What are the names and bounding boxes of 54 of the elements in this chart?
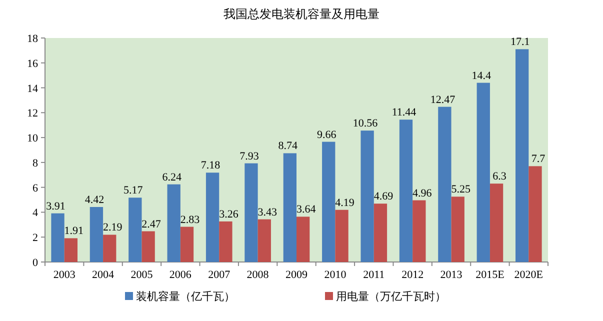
data-label: 2.83 — [180, 214, 200, 226]
x-tick-label: 2008 — [246, 269, 270, 281]
y-tick-label: 12 — [27, 108, 38, 120]
legend-label: 用电量（万亿千瓦时） — [336, 290, 446, 303]
x-tick-label: 2011 — [363, 269, 385, 281]
x-tick-label: 2020E — [514, 269, 544, 281]
data-label: 7.18 — [200, 160, 221, 172]
data-label: 4.96 — [412, 187, 432, 200]
data-label: 11.44 — [392, 106, 417, 119]
data-label: 3.43 — [258, 206, 278, 218]
x-tick-label: 2007 — [208, 269, 231, 281]
x-tick-label: 2006 — [169, 269, 192, 281]
data-label: 3.26 — [219, 208, 239, 220]
y-tick-label: 18 — [27, 33, 38, 45]
x-tick-label: 2003 — [53, 269, 76, 281]
legend-item: 装机容量（亿千瓦） — [125, 291, 235, 303]
legend-item: 用电量（万亿千瓦时） — [325, 291, 446, 303]
y-tick-label: 8 — [32, 157, 38, 170]
data-label: 14.4 — [472, 70, 492, 82]
data-label: 5.17 — [124, 184, 144, 197]
x-tick-label: 2004 — [92, 269, 115, 281]
data-label: 6.3 — [492, 170, 507, 183]
data-label: 7.93 — [240, 150, 260, 162]
y-tick-label: 6 — [32, 182, 38, 194]
x-tick-label: 2012 — [402, 269, 424, 281]
data-label: 10.56 — [352, 118, 378, 130]
data-label: 3.91 — [46, 200, 66, 212]
y-tick-label: 0 — [32, 257, 38, 269]
data-label: 7.7 — [531, 153, 546, 166]
data-label: 5.25 — [451, 184, 471, 196]
data-label: 4.19 — [335, 196, 355, 209]
data-label: 6.24 — [162, 171, 182, 184]
x-tick-label: 2010 — [324, 269, 347, 281]
y-tick-label: 2 — [32, 232, 38, 244]
x-tick-label: 2009 — [286, 269, 308, 281]
data-label: 8.74 — [278, 140, 298, 152]
data-label: 4.69 — [374, 190, 394, 203]
chart-title: 我国总发电装机容量及用电量 — [224, 7, 380, 21]
y-tick-label: 4 — [32, 207, 38, 220]
x-tick-label: 2005 — [130, 269, 154, 281]
data-label: 12.47 — [430, 94, 456, 106]
x-tick-label: 2013 — [440, 269, 463, 281]
data-label: 4.42 — [84, 194, 104, 206]
y-tick-label: 16 — [27, 58, 38, 70]
x-tick-label: 2015E — [476, 269, 505, 281]
y-tick-label: 10 — [27, 132, 38, 145]
data-label: 17.1 — [510, 36, 530, 48]
data-label: 9.66 — [316, 128, 337, 141]
data-label: 2.47 — [142, 218, 162, 230]
legend-label: 装机容量（亿千瓦） — [136, 290, 235, 303]
y-tick-label: 14 — [27, 82, 38, 95]
data-label: 2.19 — [102, 222, 123, 234]
data-label: 1.91 — [64, 225, 84, 238]
data-label: 3.64 — [296, 204, 316, 216]
